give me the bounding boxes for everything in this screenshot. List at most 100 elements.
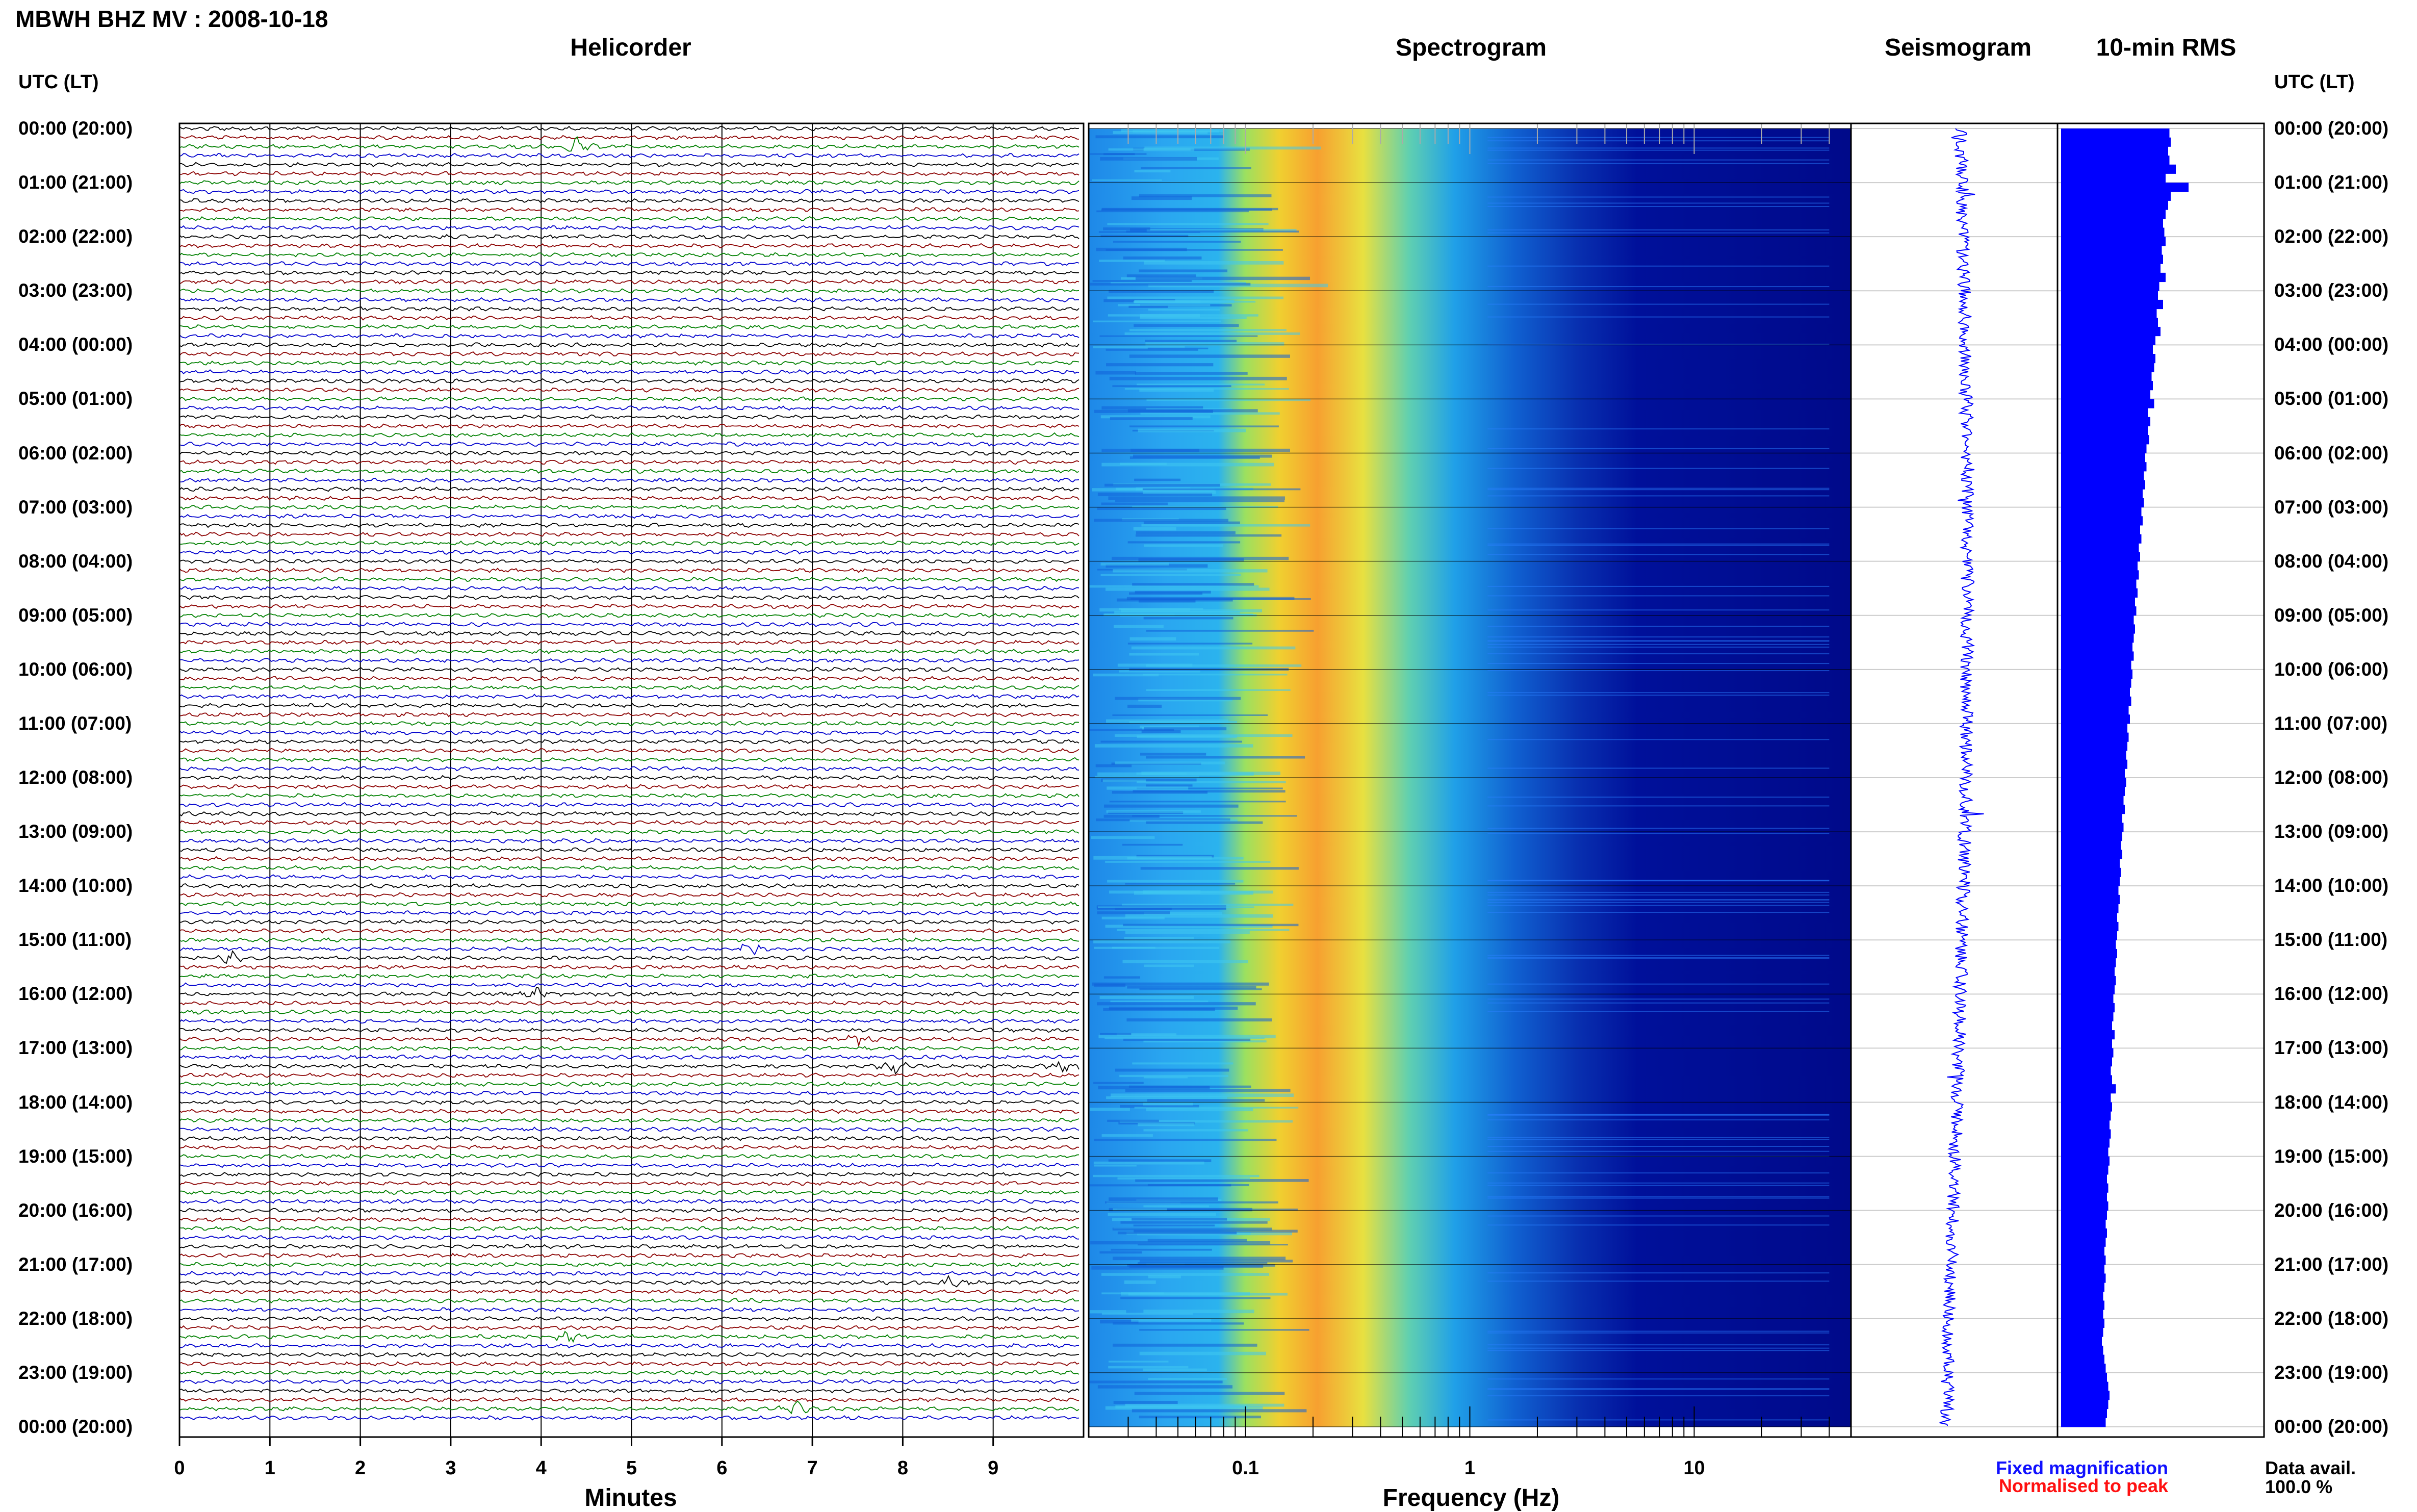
spectrogram-texture <box>1097 1385 1233 1389</box>
time-label-left: 02:00 (22:00) <box>18 226 133 247</box>
helicorder-trace <box>179 703 1079 708</box>
spectrogram-texture <box>1120 1221 1268 1224</box>
helicorder-trace <box>179 1298 1079 1303</box>
spectrogram-texture <box>1115 697 1241 700</box>
helicorder-trace <box>179 676 1079 681</box>
spectrogram-texture <box>1138 428 1246 432</box>
spectrogram-texture <box>1144 261 1284 265</box>
rms-bar <box>2061 1264 2104 1274</box>
spectrogram-texture <box>1487 833 1830 834</box>
helicorder-trace <box>179 1397 1079 1403</box>
helicorder-trace <box>179 1343 1079 1349</box>
spectrogram-texture <box>1107 1119 1159 1122</box>
station-title: MBWH BHZ MV : 2008-10-18 <box>15 6 328 32</box>
spectrogram-texture <box>1113 1257 1286 1261</box>
spectrogram-texture <box>1143 1205 1209 1208</box>
spectrogram-texture <box>1487 147 1830 149</box>
spectrogram-texture <box>1120 463 1167 466</box>
spectrogram-texture <box>1487 528 1830 529</box>
spectrogram-texture <box>1114 625 1164 628</box>
helicorder-trace <box>179 1061 1079 1075</box>
legend-fixed-magnification: Fixed magnification <box>1995 1457 2168 1478</box>
rms-bar <box>2061 453 2145 463</box>
spectrogram-texture <box>1143 1103 1193 1106</box>
spectrogram-texture <box>1105 925 1273 928</box>
helicorder-trace <box>179 423 1079 429</box>
spectrogram-texture <box>1094 946 1220 949</box>
rms-bar <box>2061 696 2131 706</box>
rms-bar <box>2061 759 2127 769</box>
spectrogram-texture <box>1107 786 1189 790</box>
spectrogram-texture <box>1094 983 1126 987</box>
rms-bar <box>2061 1246 2104 1256</box>
rms-bar <box>2061 1138 2110 1148</box>
spectrogram-texture <box>1146 1108 1253 1112</box>
time-label-left: 11:00 (07:00) <box>18 712 132 734</box>
spectrogram-texture <box>1134 1107 1299 1109</box>
time-label-left: 20:00 (16:00) <box>18 1199 133 1221</box>
spectrogram-texture <box>1095 764 1132 767</box>
spectrogram-texture <box>1487 495 1830 497</box>
spectrogram-texture <box>1093 346 1185 349</box>
spectrogram-texture <box>1487 1344 1830 1346</box>
spectrogram-texture <box>1104 1037 1265 1039</box>
spectrogram-texture <box>1135 591 1211 594</box>
spectrogram-texture <box>1103 227 1150 230</box>
helicorder-trace <box>179 541 1079 546</box>
helicorder-trace <box>179 189 1079 194</box>
rms-bar <box>2061 1129 2111 1139</box>
spectrogram-texture <box>1125 914 1273 918</box>
rms-bar <box>2061 597 2135 607</box>
spectrogram-texture <box>1487 899 1830 901</box>
spectrogram-texture <box>1146 821 1263 824</box>
spectrogram-texture <box>1114 611 1240 614</box>
minute-tick-label: 4 <box>535 1457 547 1479</box>
helicorder-trace <box>179 1018 1079 1024</box>
spectrogram-texture <box>1109 290 1214 293</box>
spectrogram-texture <box>1487 983 1830 985</box>
spectrogram-texture <box>1487 202 1830 204</box>
rms-bar <box>2061 1391 2110 1400</box>
time-label-right: 00:00 (20:00) <box>2274 1416 2389 1437</box>
spectrogram-texture <box>1139 1260 1293 1263</box>
spectrogram-texture <box>1119 608 1203 610</box>
spectrogram-texture <box>1107 296 1284 299</box>
spectrogram-texture <box>1113 1322 1244 1325</box>
spectrogram-texture <box>1487 163 1830 164</box>
spectrogram-texture <box>1129 653 1199 656</box>
spectrogram-texture <box>1137 781 1286 784</box>
time-label-left: 15:00 (11:00) <box>18 929 132 951</box>
helicorder-trace <box>179 1000 1079 1006</box>
helicorder-trace <box>179 261 1079 267</box>
helicorder-trace <box>179 333 1079 339</box>
helicorder-trace <box>179 514 1079 519</box>
rms-bar <box>2061 805 2125 814</box>
rms-bar <box>2061 1048 2114 1058</box>
spectrogram-texture <box>1487 1196 1830 1198</box>
rms-bar <box>2061 543 2139 553</box>
spectrogram-texture <box>1127 643 1253 645</box>
spectrogram-texture <box>1487 797 1830 798</box>
spectrogram-texture <box>1101 1134 1153 1137</box>
spectrogram-texture <box>1105 861 1271 863</box>
helicorder-trace <box>179 874 1079 880</box>
rms-bar <box>2061 958 2116 967</box>
spectrogram-texture <box>1487 1185 1830 1186</box>
spectrogram-texture <box>1487 229 1830 230</box>
helicorder-trace <box>179 964 1079 970</box>
rms-bar <box>2061 309 2157 318</box>
spectrogram-texture <box>1487 1388 1830 1390</box>
helicorder-trace <box>179 1361 1079 1367</box>
helicorder-trace <box>179 288 1079 294</box>
rms-bar <box>2061 859 2120 868</box>
helicorder-trace <box>179 576 1079 582</box>
spectrogram-texture <box>1127 856 1244 860</box>
spectrogram-texture <box>1134 1392 1285 1395</box>
spectrogram-texture <box>1097 907 1226 910</box>
helicorder-trace <box>179 802 1079 808</box>
spectrogram-texture <box>1101 406 1203 410</box>
helicorder-trace <box>179 1306 1079 1313</box>
rms-bar <box>2061 1183 2109 1193</box>
spectrogram-panel <box>1088 122 1852 1438</box>
